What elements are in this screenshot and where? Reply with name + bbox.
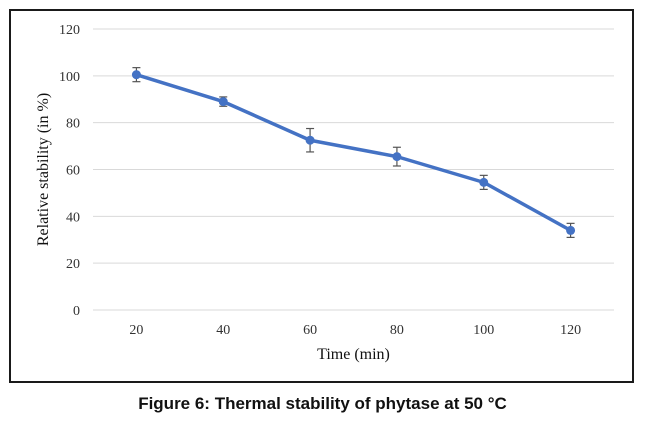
data-point <box>218 97 228 107</box>
y-tick-label: 20 <box>66 257 80 272</box>
y-tick-label: 60 <box>66 164 80 179</box>
figure-caption: Figure 6: Thermal stability of phytase a… <box>138 394 507 413</box>
data-point <box>392 152 402 162</box>
chart-frame <box>9 9 634 383</box>
data-point <box>566 225 576 235</box>
y-tick-label: 80 <box>66 117 80 132</box>
y-tick-label: 40 <box>66 210 80 225</box>
x-tick-label: 100 <box>473 323 494 338</box>
data-point <box>305 135 315 145</box>
y-tick-label: 120 <box>59 23 80 38</box>
y-tick-label: 100 <box>59 70 80 85</box>
data-point <box>131 70 141 80</box>
y-axis-title: Relative stability (in %) <box>35 93 52 246</box>
x-axis-title: Time (min) <box>317 346 390 363</box>
x-tick-label: 20 <box>129 323 143 338</box>
y-tick-label: 0 <box>73 304 80 319</box>
x-tick-label: 120 <box>560 323 581 338</box>
x-tick-label: 60 <box>303 323 317 338</box>
x-tick-label: 80 <box>390 323 404 338</box>
series-line <box>135 72 572 232</box>
data-point <box>479 177 489 187</box>
x-tick-label: 40 <box>216 323 230 338</box>
